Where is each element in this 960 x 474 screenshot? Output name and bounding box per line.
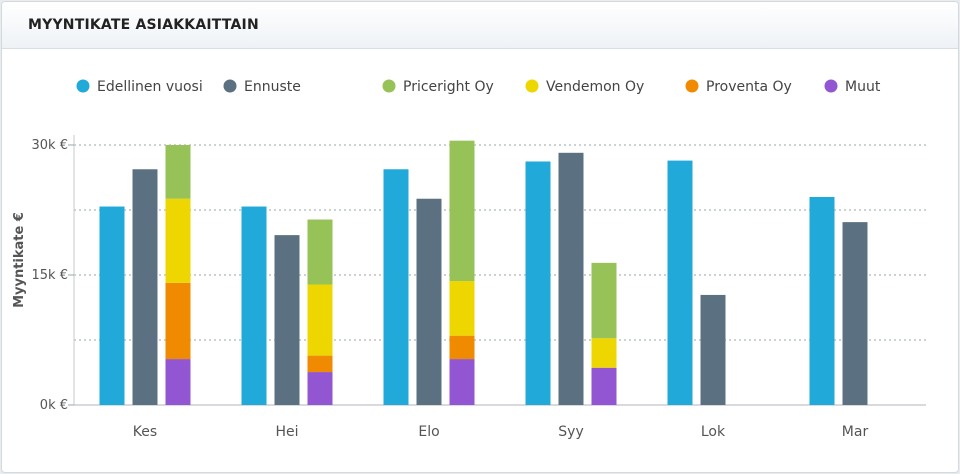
bar-segment-muut bbox=[449, 359, 475, 405]
bar-segment-priceright-oy bbox=[307, 219, 333, 285]
bar-edellinen-vuosi bbox=[667, 160, 693, 405]
legend-marker bbox=[223, 79, 237, 93]
y-tick-label: 15k € bbox=[32, 268, 68, 283]
bar-segment-priceright-oy bbox=[591, 262, 617, 339]
legend-marker bbox=[525, 79, 539, 93]
bar-edellinen-vuosi bbox=[525, 161, 551, 405]
legend-label: Edellinen vuosi bbox=[97, 79, 203, 95]
bar-ennuste bbox=[558, 152, 584, 405]
bar-segment-priceright-oy bbox=[165, 145, 191, 199]
bar-ennuste bbox=[416, 198, 442, 405]
legend-label: Priceright Oy bbox=[403, 79, 494, 95]
bar-ennuste bbox=[700, 294, 726, 405]
x-tick-label: Mar bbox=[842, 424, 869, 440]
card-title: MYYNTIKATE ASIAKKAITTAIN bbox=[28, 17, 259, 33]
card-header: MYYNTIKATE ASIAKKAITTAIN bbox=[2, 2, 958, 49]
bar-segment-muut bbox=[591, 367, 617, 405]
x-tick-label: Elo bbox=[418, 424, 439, 440]
legend-label: Ennuste bbox=[244, 79, 301, 95]
legend-label: Vendemon Oy bbox=[546, 79, 644, 95]
x-tick-label: Syy bbox=[558, 424, 583, 440]
x-tick-label: Hei bbox=[275, 424, 298, 440]
legend-label: Muut bbox=[845, 79, 881, 95]
legend-marker bbox=[685, 79, 699, 93]
y-tick-label: 30k € bbox=[32, 138, 68, 153]
bar-edellinen-vuosi bbox=[241, 206, 267, 405]
bar-segment-vendemon-oy bbox=[449, 281, 475, 336]
legend-marker bbox=[76, 79, 90, 93]
legend-marker bbox=[824, 79, 838, 93]
bar-edellinen-vuosi bbox=[383, 169, 409, 405]
bar-segment-muut bbox=[307, 372, 333, 405]
bar-ennuste bbox=[842, 222, 868, 405]
bar-segment-proventa-oy bbox=[307, 355, 333, 373]
x-tick-label: Lok bbox=[701, 424, 726, 440]
legend-marker bbox=[382, 79, 396, 93]
bar-segment-priceright-oy bbox=[449, 140, 475, 282]
bar-edellinen-vuosi bbox=[99, 206, 125, 405]
bar-segment-proventa-oy bbox=[449, 335, 475, 360]
y-axis-title: Myyntikate € bbox=[12, 212, 27, 308]
y-tick-label: 0k € bbox=[40, 398, 68, 413]
bar-segment-proventa-oy bbox=[165, 282, 191, 360]
bar-segment-vendemon-oy bbox=[591, 338, 617, 368]
x-tick-label: Kes bbox=[133, 424, 157, 440]
legend-label: Proventa Oy bbox=[706, 79, 792, 95]
bar-segment-vendemon-oy bbox=[165, 198, 191, 283]
bar-segment-muut bbox=[165, 359, 191, 405]
bar-segment-vendemon-oy bbox=[307, 284, 333, 356]
bar-ennuste bbox=[274, 235, 300, 405]
bar-edellinen-vuosi bbox=[809, 197, 835, 405]
bar-ennuste bbox=[132, 169, 158, 405]
